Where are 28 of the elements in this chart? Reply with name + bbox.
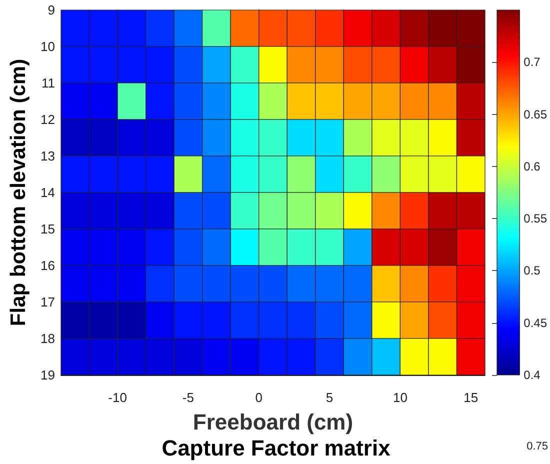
color-bar-label: 0.4: [524, 368, 541, 382]
x-tick-label: 5: [326, 390, 334, 405]
text: 0.75: [526, 440, 548, 452]
y-tick-label: 10: [40, 39, 55, 54]
x-tick-label: 0: [255, 390, 262, 405]
color-bar-label: 0.55: [524, 212, 548, 226]
x-tick-label: -5: [182, 390, 194, 405]
x-tick-label: -10: [108, 390, 127, 405]
color-bar-label: 0.45: [524, 316, 548, 330]
x-tick-label: 15: [464, 390, 478, 405]
y-tick-label: 17: [40, 294, 55, 310]
y-tick-label: 11: [42, 76, 55, 90]
y-tick-label: 14: [40, 185, 55, 200]
y-tick-label: 18: [40, 331, 55, 346]
x-tick-label: 10: [392, 390, 408, 405]
color-bar-label: 0.5: [524, 264, 541, 278]
x-axis-title: Freeboard (cm): [192, 410, 354, 434]
y-tick-label: 15: [40, 222, 55, 236]
color-bar-label: 0.7: [524, 55, 541, 70]
y-tick-label: 9: [48, 2, 55, 18]
y-tick-label: 13: [40, 148, 55, 164]
y-tick-label: 16: [40, 258, 55, 273]
y-axis-title: Flap bottom elevation (cm): [7, 58, 30, 326]
y-tick-label: 12: [40, 112, 55, 127]
text: Capture Factor matrix: [162, 436, 392, 460]
color-bar-label: 0.65: [524, 107, 548, 122]
color-bar-label: 0.6: [524, 159, 541, 174]
y-tick-label: 19: [40, 368, 55, 382]
